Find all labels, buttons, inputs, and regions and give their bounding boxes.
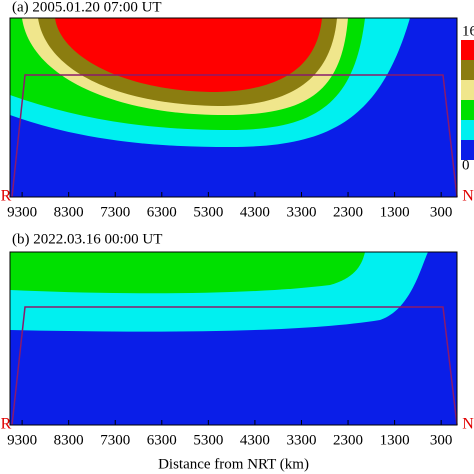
x-tick-label: 4300 bbox=[240, 204, 270, 220]
x-tick-label: 300 bbox=[430, 204, 453, 220]
x-tick-label: 1300 bbox=[380, 432, 410, 448]
panel-title: (b) 2022.03.16 00:00 UT bbox=[12, 231, 162, 247]
colorbar-swatch bbox=[461, 80, 474, 100]
track-line bbox=[11, 74, 458, 198]
annotation: R bbox=[1, 188, 12, 205]
x-tick-label: 300 bbox=[430, 432, 453, 448]
colorbar-swatch bbox=[461, 140, 474, 160]
x-tick-label: 6300 bbox=[147, 432, 177, 448]
x-tick-label: 5300 bbox=[193, 204, 223, 220]
plot-frame bbox=[9, 17, 458, 198]
contour-level bbox=[55, 18, 322, 92]
colorbar-swatch bbox=[461, 100, 474, 120]
x-tick-label: 2300 bbox=[333, 204, 363, 220]
x-tick-label: 8300 bbox=[54, 204, 84, 220]
x-axis-label: Distance from NRT (km) bbox=[158, 456, 309, 472]
panel-b-contours bbox=[9, 251, 458, 426]
x-tick-label: 4300 bbox=[240, 432, 270, 448]
colorbar-label: 16 bbox=[462, 23, 474, 39]
track-line bbox=[11, 306, 458, 426]
contour-level bbox=[10, 252, 365, 294]
annotation: N bbox=[462, 188, 474, 205]
x-tick-label: 7300 bbox=[100, 432, 130, 448]
annotation: R bbox=[1, 416, 12, 433]
plot-frame bbox=[9, 251, 458, 426]
x-tick-label: 6300 bbox=[147, 204, 177, 220]
x-tick-label: 2300 bbox=[333, 432, 363, 448]
colorbar-swatch bbox=[461, 40, 474, 60]
x-tick-label: 9300 bbox=[7, 204, 37, 220]
x-tick-label: 3300 bbox=[286, 432, 316, 448]
x-tick-label: 8300 bbox=[54, 432, 84, 448]
x-tick-label: 7300 bbox=[100, 204, 130, 220]
colorbar-swatch bbox=[461, 60, 474, 80]
x-tick-label: 3300 bbox=[286, 204, 316, 220]
x-tick-label: 5300 bbox=[193, 432, 223, 448]
colorbar bbox=[461, 40, 474, 160]
annotation: N bbox=[462, 416, 474, 433]
x-tick-label: 9300 bbox=[7, 432, 37, 448]
x-tick-label: 1300 bbox=[380, 204, 410, 220]
panel-a-contours bbox=[9, 17, 458, 198]
colorbar-swatch bbox=[461, 120, 474, 140]
panel-title: (a) 2005.01.20 07:00 UT bbox=[12, 0, 162, 15]
colorbar-label: 0 bbox=[462, 157, 470, 173]
